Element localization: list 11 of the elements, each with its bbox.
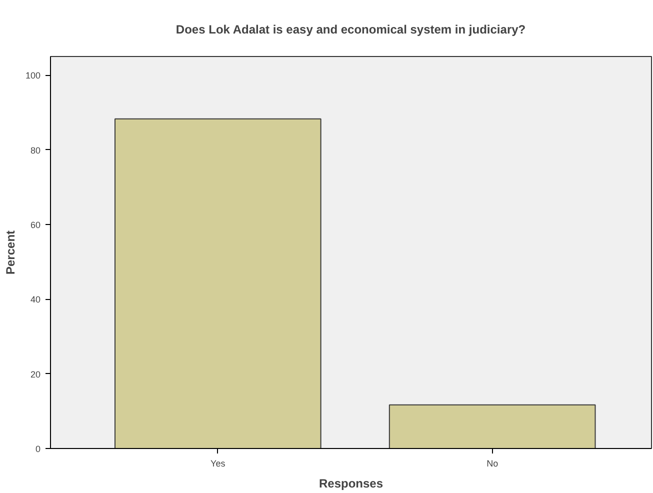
x-tick-label: No [486, 458, 498, 468]
y-tick-label: 40 [30, 294, 41, 305]
y-tick-label: 0 [35, 444, 41, 454]
y-tick-label: 100 [25, 70, 41, 81]
y-tick-label: 20 [30, 369, 41, 380]
x-axis-title: Responses [318, 476, 384, 490]
chart-title: Does Lok Adalat is easy and economical system in judiciary? [176, 22, 526, 36]
y-tick-label: 80 [30, 145, 41, 156]
x-tick-label: Yes [210, 458, 226, 468]
y-axis-title: Percent [3, 230, 18, 275]
y-tick-label: 60 [30, 220, 41, 230]
